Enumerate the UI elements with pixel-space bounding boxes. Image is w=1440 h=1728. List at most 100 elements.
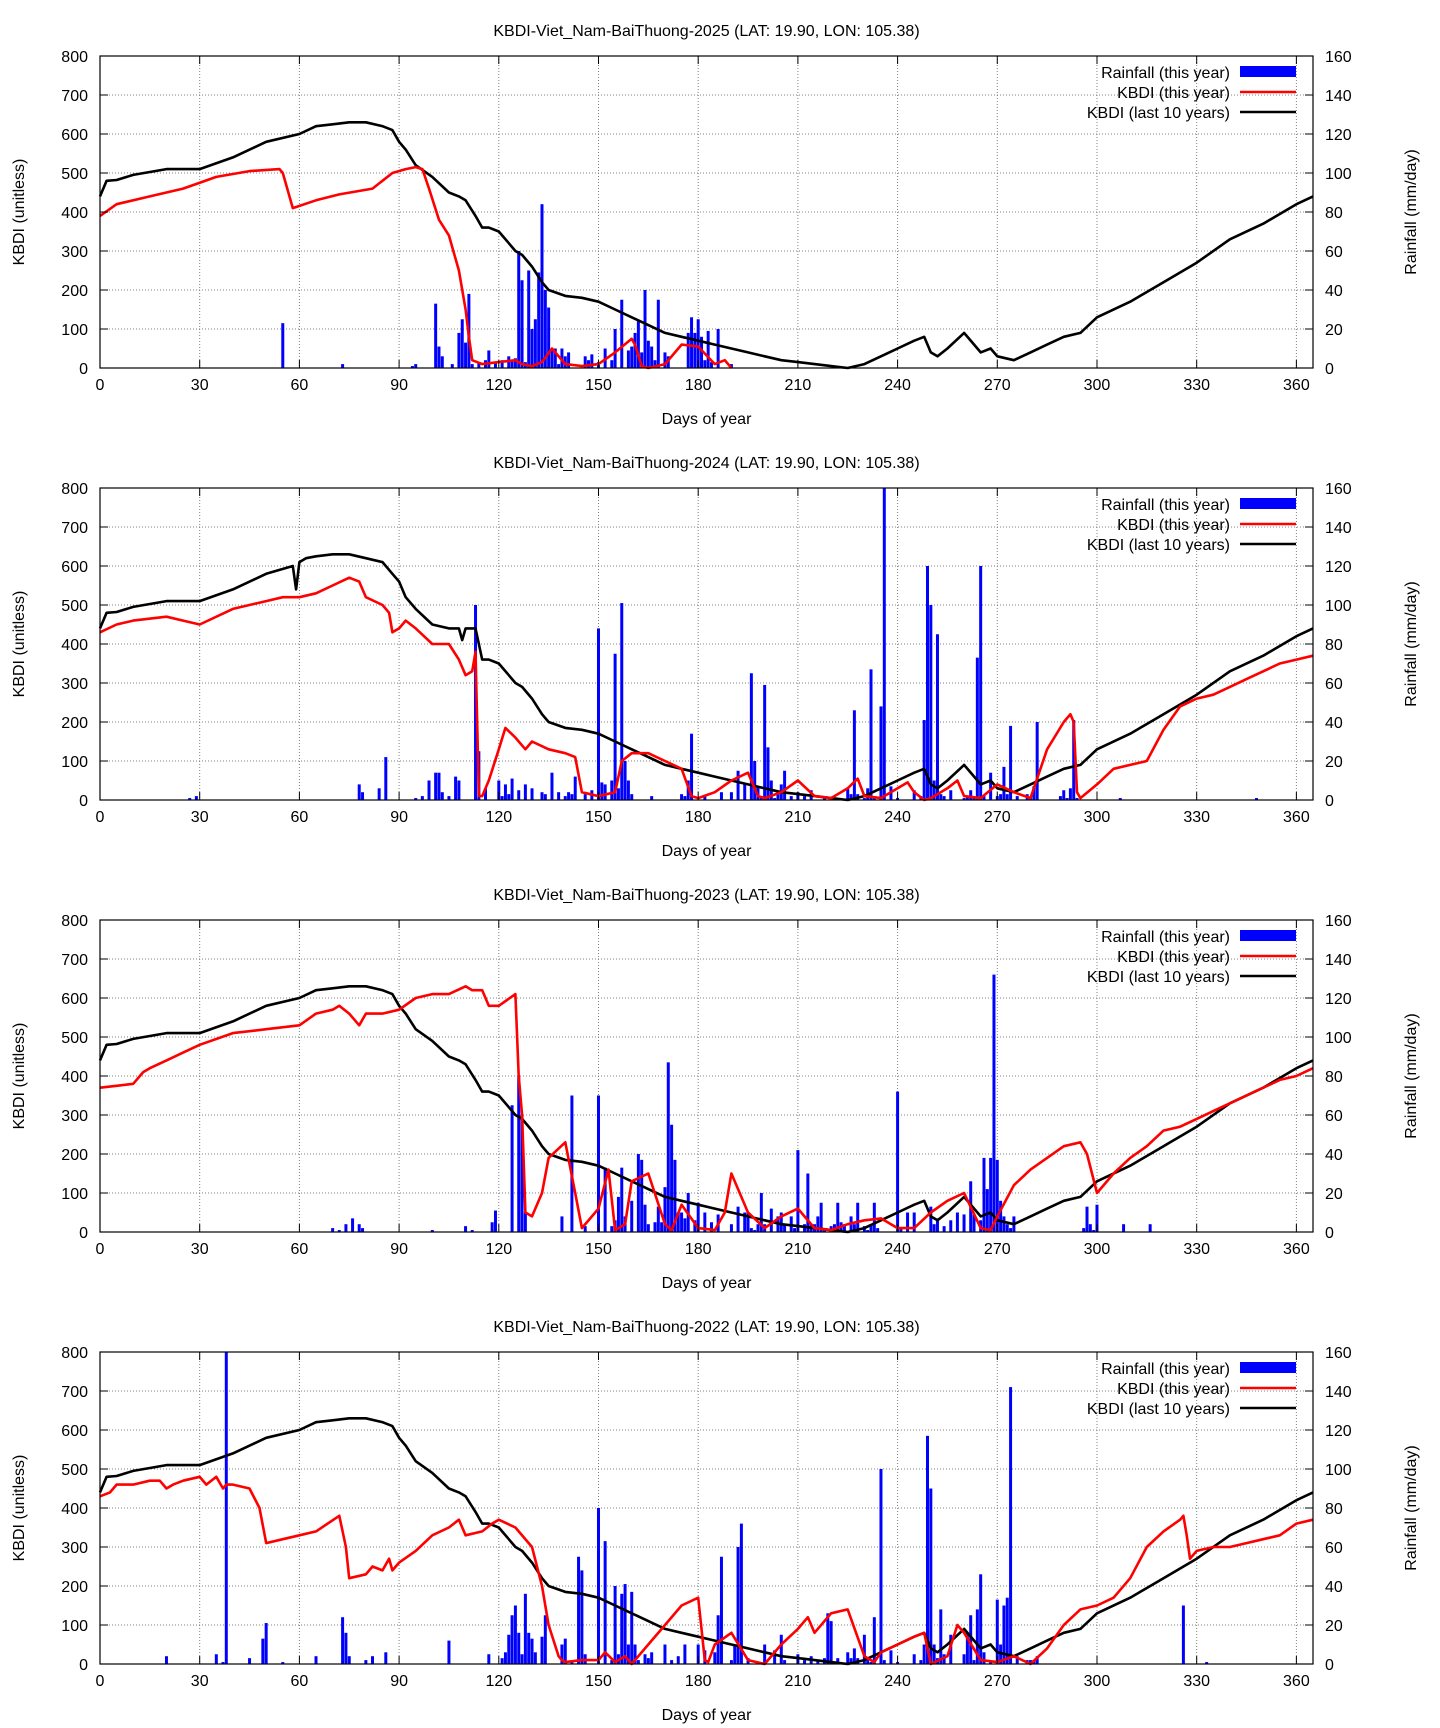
rainfall-bar [188,798,192,800]
rainfall-bar [972,798,976,800]
x-tick-label: 150 [585,1673,612,1690]
rainfall-bar [749,1228,753,1232]
legend-swatch-rainfall [1240,1362,1296,1373]
x-axis-label: Days of year [662,1275,752,1292]
rainfall-bar [663,352,667,368]
rainfall-bar [537,272,541,368]
rainfall-bar [806,1173,810,1232]
rainfall-bar [965,1632,969,1664]
rainfall-bar [643,1204,647,1232]
kbdi-this-year-line [99,165,733,370]
rainfall-bar [926,1435,929,1664]
rainfall-bar [826,1613,830,1664]
x-tick-label: 90 [390,1241,408,1258]
rainfall-bar [344,1224,348,1232]
rainfall-bar [929,1488,933,1664]
y2-tick-label: 100 [1325,598,1352,615]
y-tick-label: 200 [61,715,88,732]
rainfall-bar [636,321,640,368]
rainfall-bar [912,790,916,800]
y2-tick-label: 80 [1325,637,1343,654]
x-tick-label: 360 [1283,1673,1310,1690]
rainfall-bar [789,796,793,800]
rainfall-bar [351,1218,355,1232]
rainfall-bar [650,796,654,800]
rainfall-bar [666,1062,670,1232]
x-tick-label: 30 [191,1673,209,1690]
rainfall-bar [347,1656,351,1664]
x-tick-label: 0 [96,1673,105,1690]
rainfall-bar [862,798,866,800]
kbdi-this-year-line [99,985,1314,1232]
x-tick-label: 60 [290,377,308,394]
x-tick-label: 240 [884,809,911,826]
rainfall-bar [972,1214,976,1232]
y-axis-label: KBDI (unitless) [11,591,28,698]
rainfall-bar [630,1591,634,1664]
y-tick-label: 800 [61,913,88,930]
y2-tick-label: 160 [1325,49,1352,66]
rainfall-bar [563,1638,567,1664]
rainfall-bar [224,1352,228,1664]
y2-tick-label: 100 [1325,1462,1352,1479]
rainfall-bar [500,360,504,368]
rainfall-bar [803,1660,807,1664]
rainfall-bar [364,1660,368,1664]
rainfall-bar [995,1599,999,1664]
rainfall-bar [626,350,630,368]
y-tick-label: 300 [61,1540,88,1557]
rainfall-bars [188,488,1258,800]
rainfall-bar [736,770,740,800]
rainfall-bar [1181,1605,1185,1664]
rainfall-bar [995,1159,999,1232]
rainfall-bar [686,332,690,368]
y2-tick-label: 80 [1325,205,1343,222]
rainfall-bar [603,784,607,800]
rainfall-bar [989,1157,993,1232]
legend-label: Rainfall (this year) [1101,1361,1230,1378]
rainfall-bar [427,780,431,800]
kbdi-last-10-years-line [98,553,1314,802]
rainfall-bar [583,794,587,800]
kbdi-last-10-years-line [98,985,1314,1234]
rainfall-bar [985,1189,989,1232]
rainfall-bar [557,364,561,368]
x-tick-label: 0 [96,809,105,826]
x-tick-label: 210 [785,1241,812,1258]
rainfall-bar [965,796,969,800]
rainfall-bar [650,346,654,368]
rainfall-bar [849,794,853,800]
rainfall-bar [510,1105,514,1232]
rainfall-bar [437,772,441,800]
y2-tick-label: 160 [1325,913,1352,930]
rainfall-bar [630,346,634,368]
legend-swatch-rainfall [1240,66,1296,77]
rainfall-bar [643,290,647,368]
rainfall-bar [932,780,936,800]
tick-labels: 0 30 60 90 120 150 180 210 240 270 300 330 360 0 100 20… [61,481,1352,826]
rainfall-bar [543,1615,547,1664]
rainfall-bar [683,1218,687,1232]
rainfall-bar [1009,725,1013,800]
rainfall-bar [869,1662,873,1664]
rainfall-bar [955,1212,959,1232]
rainfall-bar [793,1228,797,1232]
rainfall-bar [646,340,650,368]
legend-label: KBDI (last 10 years) [1087,105,1230,122]
rainfall-bar [939,794,943,800]
rainfall-bar [517,1632,521,1664]
rainfall-bar [866,1230,870,1232]
rainfall-bar [982,1652,986,1664]
rainfall-bar [673,1159,677,1232]
rainfall-bar [999,1200,1003,1232]
rainfall-bar [1002,1605,1006,1664]
y2-tick-label: 100 [1325,1030,1352,1047]
rainfall-bar [640,352,644,368]
rainfall-bar [779,1212,783,1232]
rainfall-bar [500,796,504,800]
x-tick-label: 210 [785,1673,812,1690]
rainfall-bar [567,352,571,368]
rainfall-bar [331,1228,335,1232]
rainfall-bar [713,1652,717,1664]
